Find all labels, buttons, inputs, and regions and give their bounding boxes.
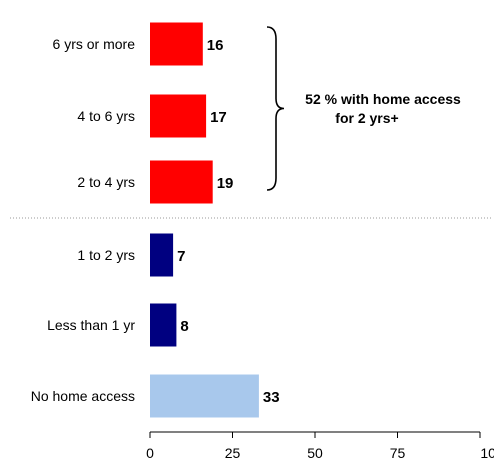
labels-layer: 6 yrs or more 16 4 to 6 yrs 17 2 to 4 yrs 19 1… — [31, 36, 280, 406]
bar — [150, 160, 213, 204]
category-label: Less than 1 yr — [47, 317, 135, 333]
category-label: 1 to 2 yrs — [77, 247, 135, 263]
x-tick-label: 25 — [225, 445, 241, 461]
curly-brace-icon — [266, 26, 285, 191]
category-label: 4 to 6 yrs — [77, 108, 135, 124]
category-label: 6 yrs or more — [53, 36, 136, 52]
annotation-line-1: 52 % with home access — [305, 91, 461, 107]
value-label: 17 — [210, 109, 227, 126]
bar — [150, 22, 203, 66]
x-tick-label: 50 — [307, 445, 323, 461]
bar — [150, 303, 177, 347]
annotation-line-2: for 2 yrs+ — [335, 110, 398, 126]
value-label: 8 — [180, 318, 188, 335]
value-label: 19 — [217, 175, 234, 192]
x-tick-label: 0 — [146, 445, 154, 461]
bar — [150, 94, 207, 138]
bar — [150, 233, 174, 277]
x-axis: 0 25 50 75 100 — [146, 431, 494, 461]
category-label: No home access — [31, 388, 135, 404]
bars-layer — [150, 22, 259, 418]
category-label: 2 to 4 yrs — [77, 174, 135, 190]
value-label: 33 — [263, 389, 280, 406]
bar — [150, 374, 259, 418]
x-tick-label: 75 — [390, 445, 406, 461]
x-tick-label: 100 — [480, 445, 494, 461]
value-label: 7 — [177, 248, 185, 265]
value-label: 16 — [207, 37, 224, 54]
